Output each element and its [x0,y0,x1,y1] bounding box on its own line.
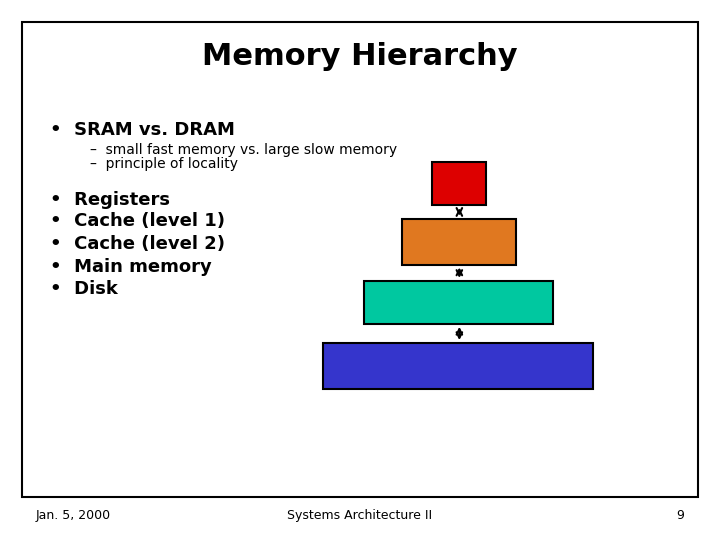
Text: Memory Hierarchy: Memory Hierarchy [202,42,518,71]
Text: •  Disk: • Disk [50,280,118,299]
Text: •  Main memory: • Main memory [50,258,212,276]
Text: •  Registers: • Registers [50,191,171,209]
Bar [402,219,516,265]
Text: •  SRAM vs. DRAM: • SRAM vs. DRAM [50,120,235,139]
Text: Jan. 5, 2000: Jan. 5, 2000 [36,509,111,522]
Text: 9: 9 [676,509,684,522]
Bar [432,162,486,205]
Text: –  small fast memory vs. large slow memory: – small fast memory vs. large slow memor… [90,143,397,157]
Bar [364,281,553,324]
Text: Systems Architecture II: Systems Architecture II [287,509,433,522]
Text: •  Cache (level 2): • Cache (level 2) [50,235,225,253]
Bar [22,22,698,497]
Bar [323,343,593,389]
Text: –  principle of locality: – principle of locality [90,157,238,171]
Text: •  Cache (level 1): • Cache (level 1) [50,212,225,231]
